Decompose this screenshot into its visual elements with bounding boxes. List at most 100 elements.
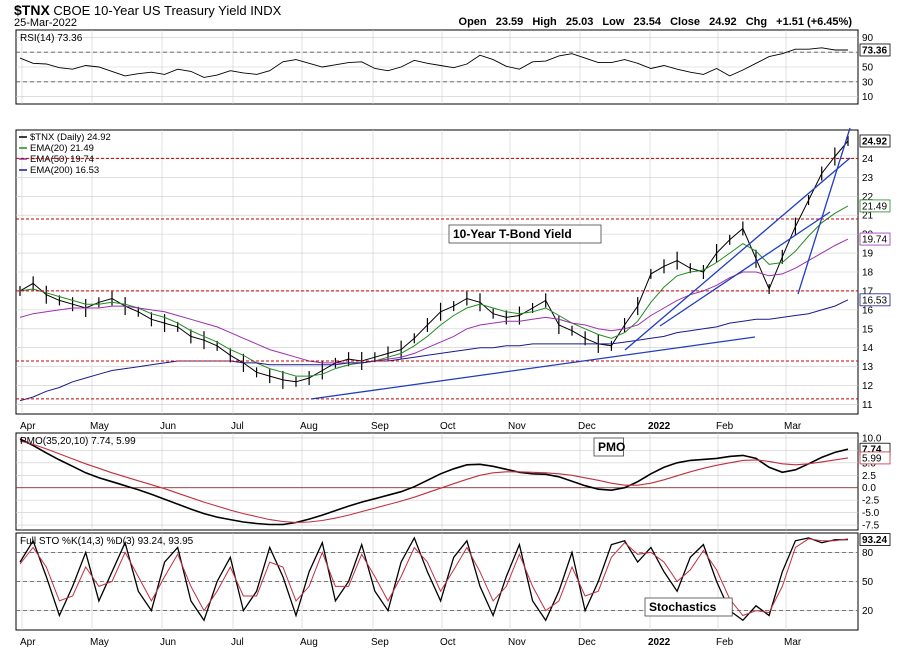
y-tick-label: -2.5 [862, 496, 880, 507]
chart-title: $TNX CBOE 10-Year US Treasury Yield INDX [14, 2, 281, 18]
price-panel: 242322212019181716151413121124.9221.4919… [15, 127, 891, 432]
x-tick-label: 2022 [648, 421, 671, 432]
open-label: Open [458, 16, 487, 28]
high-value: 25.03 [565, 16, 594, 28]
last-value-box [859, 43, 891, 57]
legend-entry: PMO(35,20,10) 7.74, 5.99 [20, 436, 136, 447]
x-tick-label: Jul [231, 637, 244, 648]
series-line [19, 299, 849, 402]
chg-label: Chg [745, 16, 768, 28]
annotation-box [448, 224, 602, 244]
last-value-label: 93.24 [862, 535, 887, 546]
legend-entry: $TNX (Daily) 24.92 [30, 132, 111, 143]
x-tick-label: Nov [508, 637, 526, 648]
trendline [624, 157, 851, 351]
last-value-box [859, 232, 891, 246]
annotation-text: Stochastics [649, 600, 717, 614]
y-tick-label: 16 [862, 305, 874, 316]
last-value-label: 19.74 [862, 235, 887, 246]
y-tick-label: 17 [862, 286, 874, 297]
series-line [19, 536, 849, 622]
y-tick-label: 21 [862, 211, 874, 222]
y-tick-label: 12 [862, 381, 874, 392]
x-tick-label: Apr [20, 421, 36, 432]
y-tick-label: 50 [862, 63, 874, 74]
y-tick-label: 50 [862, 577, 874, 588]
trendline [659, 211, 831, 327]
x-tick-label: Jun [160, 637, 176, 648]
last-value-box [859, 293, 891, 307]
annotation-box [644, 597, 733, 617]
x-tick-label: 2022 [648, 637, 671, 648]
last-value-label: 21.49 [862, 201, 887, 212]
series-line [19, 440, 849, 524]
y-tick-label: 20 [862, 606, 874, 617]
y-tick-label: 24 [862, 154, 874, 165]
x-tick-label: Jun [160, 421, 176, 432]
x-tick-label: May [90, 421, 109, 432]
series-line [19, 438, 849, 526]
x-tick-label: Oct [440, 421, 456, 432]
x-tick-label: Jul [231, 421, 244, 432]
x-tick-label: Dec [578, 421, 596, 432]
y-tick-label: 23 [862, 173, 874, 184]
y-tick-label: 0.0 [862, 483, 876, 494]
chg-value: +1.51 (+6.45%) [776, 16, 852, 28]
y-tick-label: 90 [862, 33, 874, 44]
annotation-box [593, 437, 625, 457]
last-value-label: 24.92 [862, 136, 887, 147]
series-line [19, 47, 848, 78]
pmo-frame [15, 432, 859, 531]
x-tick-label: Feb [716, 421, 734, 432]
x-tick-label: May [90, 637, 109, 648]
legend-entry: RSI(14) 73.36 [20, 33, 83, 44]
last-value-label: 7.74 [862, 445, 882, 456]
y-tick-label: 10 [862, 92, 874, 103]
x-tick-label: Nov [508, 421, 526, 432]
pmo-panel: 10.07.55.02.50.0-2.5-5.0-7.57.745.99PMO(… [15, 432, 891, 532]
close-label: Close [670, 16, 701, 28]
x-tick-label: Mar [784, 421, 802, 432]
y-tick-label: 13 [862, 362, 874, 373]
series-line [19, 140, 849, 383]
x-tick-label: Mar [784, 637, 802, 648]
x-tick-label: Aug [300, 637, 318, 648]
x-tick-label: Sep [371, 421, 389, 432]
low-value: 23.54 [633, 16, 662, 28]
last-value-box [859, 199, 891, 213]
series-line [19, 238, 849, 364]
last-value-box [859, 451, 891, 465]
legend-entry: EMA(200) 16.53 [30, 165, 99, 176]
x-tick-label: Aug [300, 421, 318, 432]
y-tick-label: 22 [862, 192, 874, 203]
y-tick-label: 14 [862, 343, 874, 354]
y-tick-label: 15 [862, 324, 874, 335]
chart-date: 25-Mar-2022 [14, 17, 77, 29]
trendline [797, 127, 851, 295]
legend-entry: EMA(50) 19.74 [30, 154, 94, 165]
ohlc-quote: Open 23.59 High 25.03 Low 23.54 Close 24… [453, 16, 852, 28]
last-value-box [859, 533, 891, 546]
x-tick-label: Dec [578, 637, 596, 648]
trendline [310, 336, 756, 400]
series-line [19, 538, 849, 617]
last-value-label: 5.99 [862, 453, 882, 464]
x-tick-label: Feb [716, 637, 734, 648]
y-tick-label: 19 [862, 249, 874, 260]
last-value-label: 73.36 [862, 45, 887, 56]
y-tick-label: 18 [862, 268, 874, 279]
high-label: High [532, 16, 557, 28]
stochastics-panel: 80 50 20 93.24 Full STO %K(14,3) %D(3) 93.24… [15, 532, 891, 648]
annotation-text: PMO [598, 440, 625, 454]
legend-entry: EMA(20) 21.49 [30, 143, 94, 154]
x-tick-label: Sep [371, 637, 389, 648]
close-value: 24.92 [709, 16, 737, 28]
x-tick-label: Apr [20, 637, 36, 648]
y-tick-label: -5.0 [862, 508, 880, 519]
last-value-box [859, 134, 891, 148]
annotation-text: 10-Year T-Bond Yield [453, 227, 572, 241]
y-tick-label: 80 [862, 548, 874, 559]
y-tick-label: 10.0 [862, 433, 882, 444]
